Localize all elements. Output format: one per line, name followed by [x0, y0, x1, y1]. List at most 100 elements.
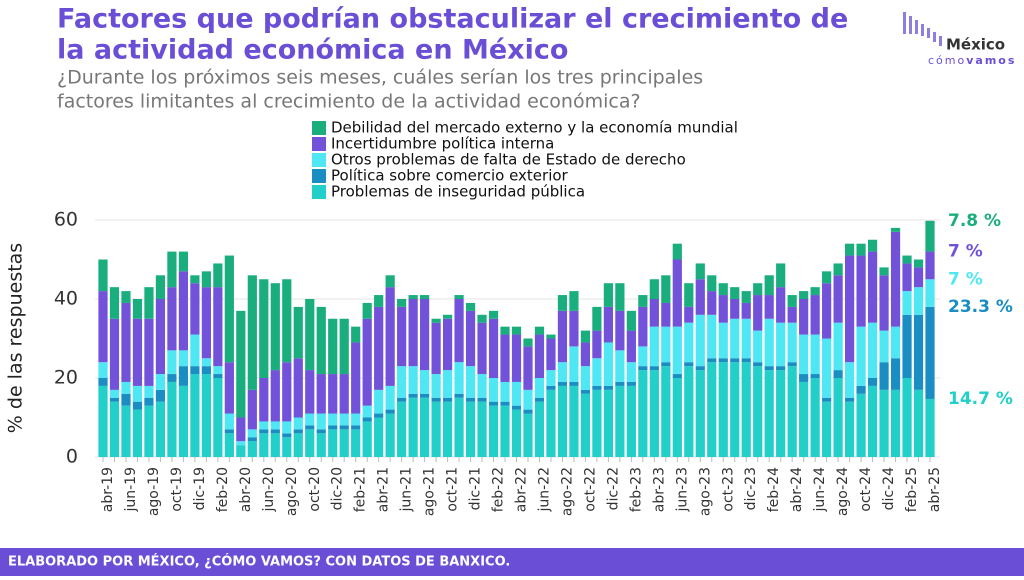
- x-tick-label: oct-20: [307, 467, 323, 512]
- bar-segment: [385, 287, 395, 386]
- subtitle-line: ¿Durante los próximos seis meses, cuáles…: [57, 67, 703, 89]
- bar-segment: [465, 366, 476, 398]
- bar-segment: [339, 374, 349, 414]
- bar-segment: [362, 421, 372, 457]
- bar-segment: [925, 279, 935, 307]
- bar-segment: [718, 358, 728, 363]
- bar-segment: [799, 334, 809, 375]
- bar-segment: [328, 318, 338, 375]
- bar-segment: [879, 275, 889, 331]
- bar-segment: [385, 385, 395, 410]
- bar-segment: [638, 306, 648, 347]
- bar-segment: [638, 366, 648, 371]
- bar-segment: [454, 299, 464, 363]
- bar-segment: [787, 295, 797, 307]
- x-tick-label: abr-25: [927, 467, 943, 512]
- end-label: 7.8 %: [948, 211, 1001, 231]
- legend-label: Problemas de inseguridad pública: [331, 183, 585, 201]
- bar-segment: [259, 429, 269, 434]
- bar-segment: [684, 362, 694, 367]
- bar-segment: [420, 299, 430, 371]
- bar-segment: [511, 409, 522, 457]
- bar-segment: [902, 255, 912, 264]
- bar-segment: [511, 326, 522, 335]
- bar-segment: [741, 291, 751, 303]
- bar-segment: [132, 409, 143, 457]
- title-line: Factores que podrían obstaculizar el cre…: [57, 4, 848, 35]
- bar-segment: [867, 378, 878, 386]
- bar-segment: [534, 401, 545, 457]
- bar-segment: [408, 366, 418, 394]
- bar-segment: [155, 389, 166, 402]
- bar-segment: [776, 322, 786, 367]
- bar-segment: [672, 326, 682, 375]
- bar-segment: [442, 401, 453, 457]
- bar-segment: [431, 374, 441, 398]
- source: ELABORADO POR MÉXICO, ¿CÓMO VAMOS? CON D…: [8, 554, 510, 570]
- x-tick-label: dic-24: [881, 467, 897, 510]
- bar-segment: [362, 417, 372, 422]
- bar-segment: [580, 366, 591, 390]
- bar-segment: [799, 374, 809, 382]
- bar-segment: [201, 271, 211, 288]
- bar-segment: [259, 279, 269, 378]
- bar-segment: [580, 389, 591, 394]
- legend-label: Política sobre comercio exterior: [331, 167, 569, 185]
- bar-segment: [351, 429, 361, 457]
- bar-segment: [844, 243, 855, 256]
- bar-segment: [431, 397, 441, 402]
- bar-segment: [856, 393, 866, 457]
- bar-segment: [316, 433, 326, 457]
- bar-segment: [328, 413, 338, 426]
- bar-segment: [167, 374, 177, 382]
- bar-segment: [661, 362, 671, 367]
- bar-segment: [902, 378, 912, 457]
- bar-segment: [293, 358, 303, 418]
- bar-segment: [867, 385, 878, 457]
- bar-segment: [913, 267, 924, 288]
- x-tick-label: ago-19: [146, 467, 162, 516]
- logo: México cómovamos: [903, 12, 1014, 67]
- bar-segment: [224, 255, 234, 363]
- bar-segment: [420, 370, 430, 394]
- bar-segment: [695, 366, 705, 371]
- bar-segment: [741, 318, 751, 359]
- bar-segment: [776, 370, 786, 457]
- bar-segment: [293, 433, 303, 457]
- bar-segment: [603, 342, 613, 386]
- bar-segment: [477, 374, 487, 398]
- bar-segment: [144, 385, 154, 398]
- bar-segment: [649, 326, 659, 367]
- bar-segment: [316, 413, 326, 430]
- bar-segment: [844, 401, 855, 457]
- bar-segment: [259, 421, 269, 430]
- bar-segment: [672, 374, 682, 378]
- bar-segment: [305, 429, 315, 457]
- bar-segment: [626, 362, 636, 382]
- bar-segment: [626, 385, 636, 457]
- bar-segment: [178, 251, 189, 272]
- bar-segment: [500, 381, 510, 402]
- bar-segment: [224, 433, 234, 457]
- logo-bar: [921, 24, 924, 36]
- x-tick-label: ago-24: [835, 467, 851, 516]
- bar-segment: [328, 425, 338, 430]
- bar-segment: [672, 378, 682, 457]
- bar-segment: [293, 417, 303, 430]
- bar-segment: [844, 362, 855, 398]
- bar-segment: [890, 389, 901, 457]
- x-tick-label: abr-23: [651, 467, 667, 512]
- bar-segment: [546, 370, 556, 386]
- bar-segment: [638, 295, 648, 307]
- x-tick-label: jun-20: [261, 467, 277, 513]
- y-tick-label: 40: [54, 288, 78, 310]
- x-tick-label: oct-23: [720, 467, 736, 512]
- bar-segment: [282, 433, 292, 438]
- bar-segment: [879, 389, 889, 457]
- bar-segment: [351, 326, 361, 343]
- bar-segment: [833, 275, 843, 323]
- bar-segment: [420, 397, 430, 457]
- bar-segment: [109, 397, 120, 402]
- bar-segment: [557, 381, 568, 386]
